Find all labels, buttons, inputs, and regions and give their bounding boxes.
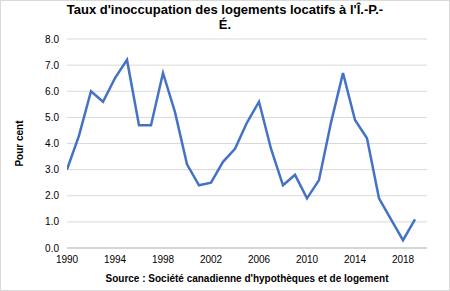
svg-text:3.0: 3.0 xyxy=(45,164,59,175)
svg-text:2006: 2006 xyxy=(248,254,271,265)
html-text:Taux d'inoccupation des logeme: Taux d'inoccupation des logements locati… xyxy=(66,2,384,32)
svg-text:8.0: 8.0 xyxy=(45,34,59,45)
svg-text:2010: 2010 xyxy=(296,254,319,265)
svg-text:Source : Société canadienne d': Source : Société canadienne d'hypothèque… xyxy=(106,273,390,284)
svg-text:1994: 1994 xyxy=(104,254,127,265)
svg-text:0.0: 0.0 xyxy=(45,243,59,254)
svg-text:4.0: 4.0 xyxy=(45,138,59,149)
svg-text:Pour cent: Pour cent xyxy=(14,120,25,167)
svg-text:2002: 2002 xyxy=(200,254,223,265)
svg-text:5.0: 5.0 xyxy=(45,112,59,123)
svg-text:1998: 1998 xyxy=(152,254,175,265)
svg-text:1990: 1990 xyxy=(56,254,79,265)
svg-text:6.0: 6.0 xyxy=(45,86,59,97)
svg-text:1.0: 1.0 xyxy=(45,216,59,227)
svg-text:2018: 2018 xyxy=(392,254,415,265)
svg-text:2014: 2014 xyxy=(344,254,367,265)
svg-text:2.0: 2.0 xyxy=(45,190,59,201)
svg-text:7.0: 7.0 xyxy=(45,60,59,71)
